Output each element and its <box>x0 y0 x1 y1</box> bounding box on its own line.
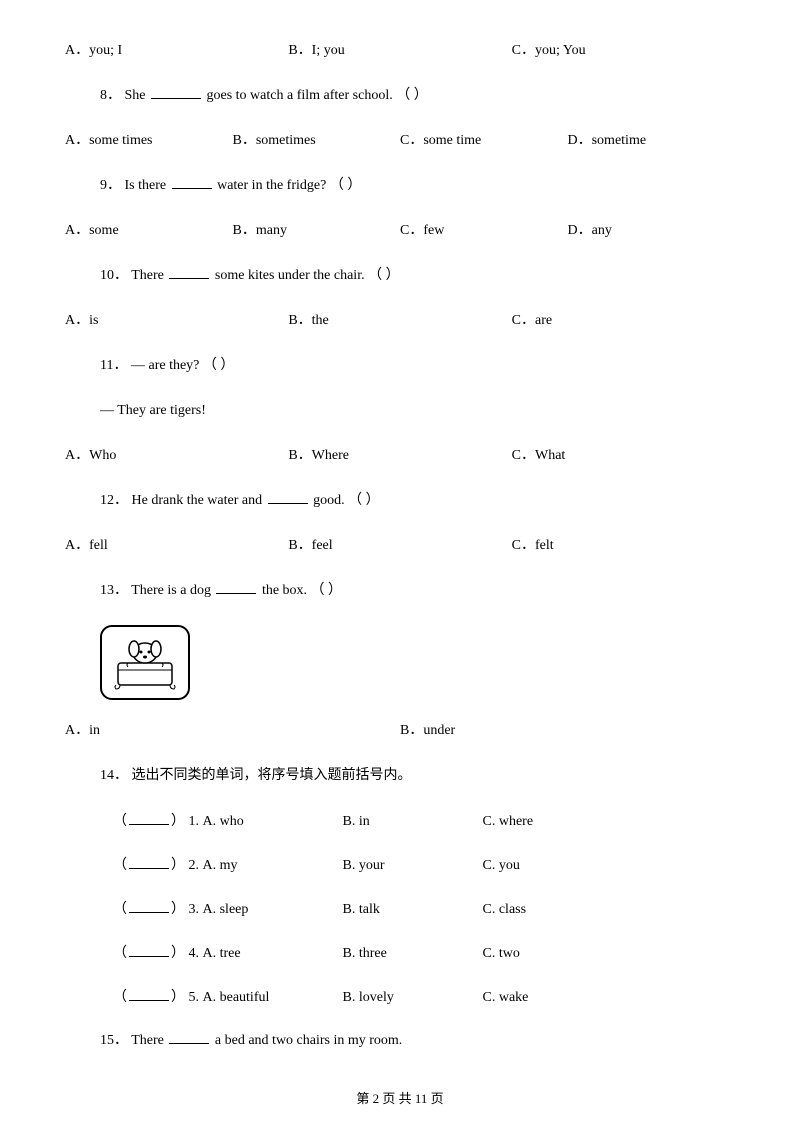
q9-post: water in the fridge? （ ） <box>214 178 362 193</box>
q14-5-b: B. lovely <box>343 990 483 1006</box>
q13-options: A．in B．under <box>65 720 735 741</box>
q13-blank[interactable] <box>216 580 256 594</box>
q15-num: 15． <box>100 1033 128 1048</box>
q8-options: A．some times B．sometimes C．some time D．s… <box>65 130 735 151</box>
q9-stem: 9． Is there water in the fridge? （ ） <box>65 175 735 196</box>
q15-pre: There <box>131 1033 167 1048</box>
q13-stem: 13． There is a dog the box. （ ） <box>65 580 735 601</box>
q8-post: goes to watch a film after school. （ ） <box>203 88 428 103</box>
q10-post: some kites under the chair. （ ） <box>211 268 399 283</box>
q11-num: 11． <box>100 358 127 373</box>
q11-opt-b: B．Where <box>288 445 511 466</box>
q14-1-b: B. in <box>343 814 483 830</box>
q8-opt-b: B．sometimes <box>233 130 401 151</box>
q14-item-1: （） 1. A. who B. in C. where <box>65 810 735 830</box>
q14-text: 选出不同类的单词，将序号填入题前括号内。 <box>132 768 412 783</box>
q8-opt-c: C．some time <box>400 130 568 151</box>
q13-opt-a: A．in <box>65 720 400 741</box>
q8-blank[interactable] <box>151 85 201 99</box>
q14-5-c: C. wake <box>483 990 623 1006</box>
q14-5-n: 5. <box>189 990 200 1005</box>
q12-opt-c: C．felt <box>512 535 735 556</box>
q14-1-n: 1. <box>189 814 200 829</box>
q14-4-a: A. tree <box>203 946 343 962</box>
q11-options: A．Who B．Where C．What <box>65 445 735 466</box>
q11-opt-c: C．What <box>512 445 735 466</box>
q9-pre: Is there <box>125 178 170 193</box>
q10-opt-b: B．the <box>288 310 511 331</box>
q13-num: 13． <box>100 583 128 598</box>
q14-1-a: A. who <box>203 814 343 830</box>
q12-opt-b: B．feel <box>288 535 511 556</box>
q7-options: A．you; I B．I; you C．you; You <box>65 40 735 61</box>
q8-stem: 8． She goes to watch a film after school… <box>65 85 735 106</box>
q10-opt-c: C．are <box>512 310 735 331</box>
q14-stem: 14． 选出不同类的单词，将序号填入题前括号内。 <box>65 765 735 786</box>
q7-opt-a: A．you; I <box>65 40 288 61</box>
q11-text: — are they? （ ） <box>131 358 234 373</box>
q10-opt-a: A．is <box>65 310 288 331</box>
q15-blank[interactable] <box>169 1030 209 1044</box>
q9-opt-b: B．many <box>233 220 401 241</box>
q9-num: 9． <box>100 178 121 193</box>
q12-blank[interactable] <box>268 490 308 504</box>
q14-3-c: C. class <box>483 902 623 918</box>
q9-options: A．some B．many C．few D．any <box>65 220 735 241</box>
q14-4-c: C. two <box>483 946 623 962</box>
q12-options: A．fell B．feel C．felt <box>65 535 735 556</box>
q11-line2: — They are tigers! <box>65 400 735 421</box>
q10-blank[interactable] <box>169 265 209 279</box>
q14-item-5: （） 5. A. beautiful B. lovely C. wake <box>65 986 735 1006</box>
page-footer: 第 2 页 共 11 页 <box>0 1088 800 1107</box>
q14-4-b: B. three <box>343 946 483 962</box>
q10-pre: There <box>131 268 167 283</box>
q12-pre: He drank the water and <box>132 493 266 508</box>
q14-item-4: （） 4. A. tree B. three C. two <box>65 942 735 962</box>
q12-opt-a: A．fell <box>65 535 288 556</box>
q14-2-c: C. you <box>483 858 623 874</box>
q15-stem: 15． There a bed and two chairs in my roo… <box>65 1030 735 1051</box>
q10-options: A．is B．the C．are <box>65 310 735 331</box>
q14-3-b: B. talk <box>343 902 483 918</box>
q7-opt-c: C．you; You <box>512 40 735 61</box>
q10-num: 10． <box>100 268 128 283</box>
q14-blank-3[interactable] <box>129 899 169 913</box>
q14-3-a: A. sleep <box>203 902 343 918</box>
q12-post: good. （ ） <box>310 493 380 508</box>
q14-2-a: A. my <box>203 858 343 874</box>
q14-item-2: （） 2. A. my B. your C. you <box>65 854 735 874</box>
q13-opt-b: B．under <box>400 720 735 741</box>
q13-pre: There is a dog <box>131 583 214 598</box>
q14-num: 14． <box>100 768 128 783</box>
q11-opt-a: A．Who <box>65 445 288 466</box>
q14-blank-2[interactable] <box>129 855 169 869</box>
q14-item-3: （） 3. A. sleep B. talk C. class <box>65 898 735 918</box>
q8-pre: She <box>125 88 150 103</box>
q8-opt-a: A．some times <box>65 130 233 151</box>
q8-num: 8． <box>100 88 121 103</box>
q14-1-c: C. where <box>483 814 623 830</box>
q14-blank-5[interactable] <box>129 987 169 1001</box>
q11-stem: 11． — are they? （ ） <box>65 355 735 376</box>
q9-opt-c: C．few <box>400 220 568 241</box>
q14-4-n: 4. <box>189 946 200 961</box>
q12-stem: 12． He drank the water and good. （ ） <box>65 490 735 511</box>
q14-5-a: A. beautiful <box>203 990 343 1006</box>
q14-blank-1[interactable] <box>129 811 169 825</box>
q9-blank[interactable] <box>172 175 212 189</box>
q14-2-n: 2. <box>189 858 200 873</box>
q10-stem: 10． There some kites under the chair. （ … <box>65 265 735 286</box>
q14-blank-4[interactable] <box>129 943 169 957</box>
q14-2-b: B. your <box>343 858 483 874</box>
q8-opt-d: D．sometime <box>568 130 736 151</box>
dog-in-box-icon <box>100 625 190 700</box>
q15-post: a bed and two chairs in my room. <box>211 1033 402 1048</box>
q7-opt-b: B．I; you <box>288 40 511 61</box>
q9-opt-a: A．some <box>65 220 233 241</box>
q12-num: 12． <box>100 493 128 508</box>
q13-post: the box. （ ） <box>258 583 342 598</box>
q14-paren-1: （ <box>113 814 127 829</box>
q14-3-n: 3. <box>189 902 200 917</box>
q9-opt-d: D．any <box>568 220 736 241</box>
